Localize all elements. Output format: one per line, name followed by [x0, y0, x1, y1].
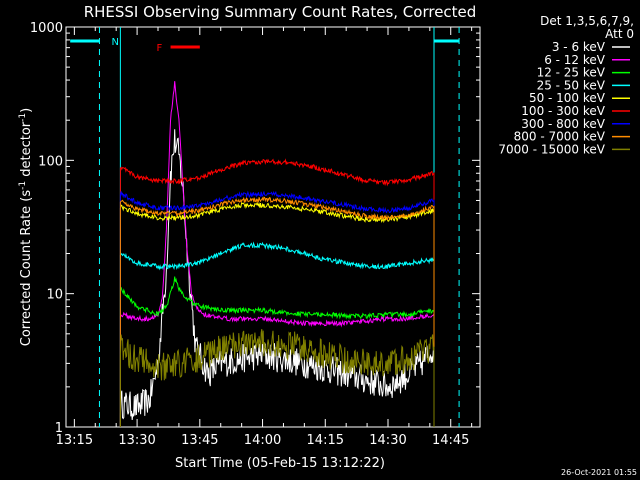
- plot-frame: [65, 26, 481, 428]
- flare-flag-label: F: [157, 43, 163, 54]
- legend-header: Det 1,3,5,6,7,9,: [540, 14, 634, 28]
- y-tick-label: 1000: [30, 21, 63, 36]
- series-line-1: [119, 129, 435, 427]
- x-axis-label: Start Time (05-Feb-15 13:12:22): [175, 456, 385, 471]
- x-tick-label: 14:00: [244, 433, 281, 448]
- series-line-8: [119, 196, 435, 427]
- y-axis-label-mid: detector: [19, 121, 34, 181]
- legend-label: 12 - 25 keV: [537, 66, 606, 80]
- legend-label: 6 - 12 keV: [544, 53, 606, 67]
- y-tick-label: 100: [38, 154, 63, 169]
- y-axis-label-sup1: -1: [18, 181, 28, 190]
- series-line-6: [119, 158, 435, 427]
- x-tick-label: 14:45: [432, 433, 469, 448]
- series-line-4: [119, 241, 435, 427]
- y-axis-label: Corrected Count Rate (s-1 detector-1): [18, 108, 34, 346]
- legend-subheader: Att 0: [605, 27, 634, 41]
- legend-label: 7000 - 15000 keV: [498, 142, 605, 156]
- axis-layer: 13:15 13:30 13:45 14:00 14:15 14:30 14:45 1 10 10…: [30, 21, 480, 448]
- y-axis-label-sup2: -1: [18, 113, 28, 122]
- series-line-3: [119, 276, 435, 427]
- series-layer: [119, 81, 435, 427]
- y-tick-label: 10: [46, 288, 63, 303]
- series-line-9: [119, 329, 435, 427]
- series-line-5: [119, 202, 435, 427]
- series-line-2: [119, 81, 435, 427]
- x-tick-label: 13:45: [181, 433, 218, 448]
- legend-label: 50 - 100 keV: [529, 91, 606, 105]
- legend-label: 100 - 300 keV: [521, 104, 605, 118]
- x-tick-label: 14:15: [307, 433, 344, 448]
- y-axis-label-end: ): [19, 108, 34, 113]
- x-tick-label: 13:30: [118, 433, 155, 448]
- y-tick-label: 1: [55, 421, 63, 436]
- legend-label: 800 - 7000 keV: [514, 130, 606, 144]
- y-axis-label-main: Corrected Count Rate (s: [19, 190, 34, 347]
- x-tick-label: 14:30: [369, 433, 406, 448]
- plot-area: NF 13:15 13:30 13:45 14:00 14:15 14:30 14:4511…: [30, 21, 481, 448]
- night-flag-label: N: [111, 37, 118, 48]
- legend-label: 3 - 6 keV: [552, 40, 606, 54]
- legend-label: 25 - 50 keV: [537, 78, 606, 92]
- x-tick-label: 13:15: [56, 433, 93, 448]
- series-line-7: [119, 190, 435, 427]
- chart-title: RHESSI Observing Summary Count Rates, Co…: [84, 3, 477, 21]
- timestamp: 26-Oct-2021 01:55: [561, 468, 637, 477]
- legend-label: 300 - 800 keV: [521, 117, 605, 131]
